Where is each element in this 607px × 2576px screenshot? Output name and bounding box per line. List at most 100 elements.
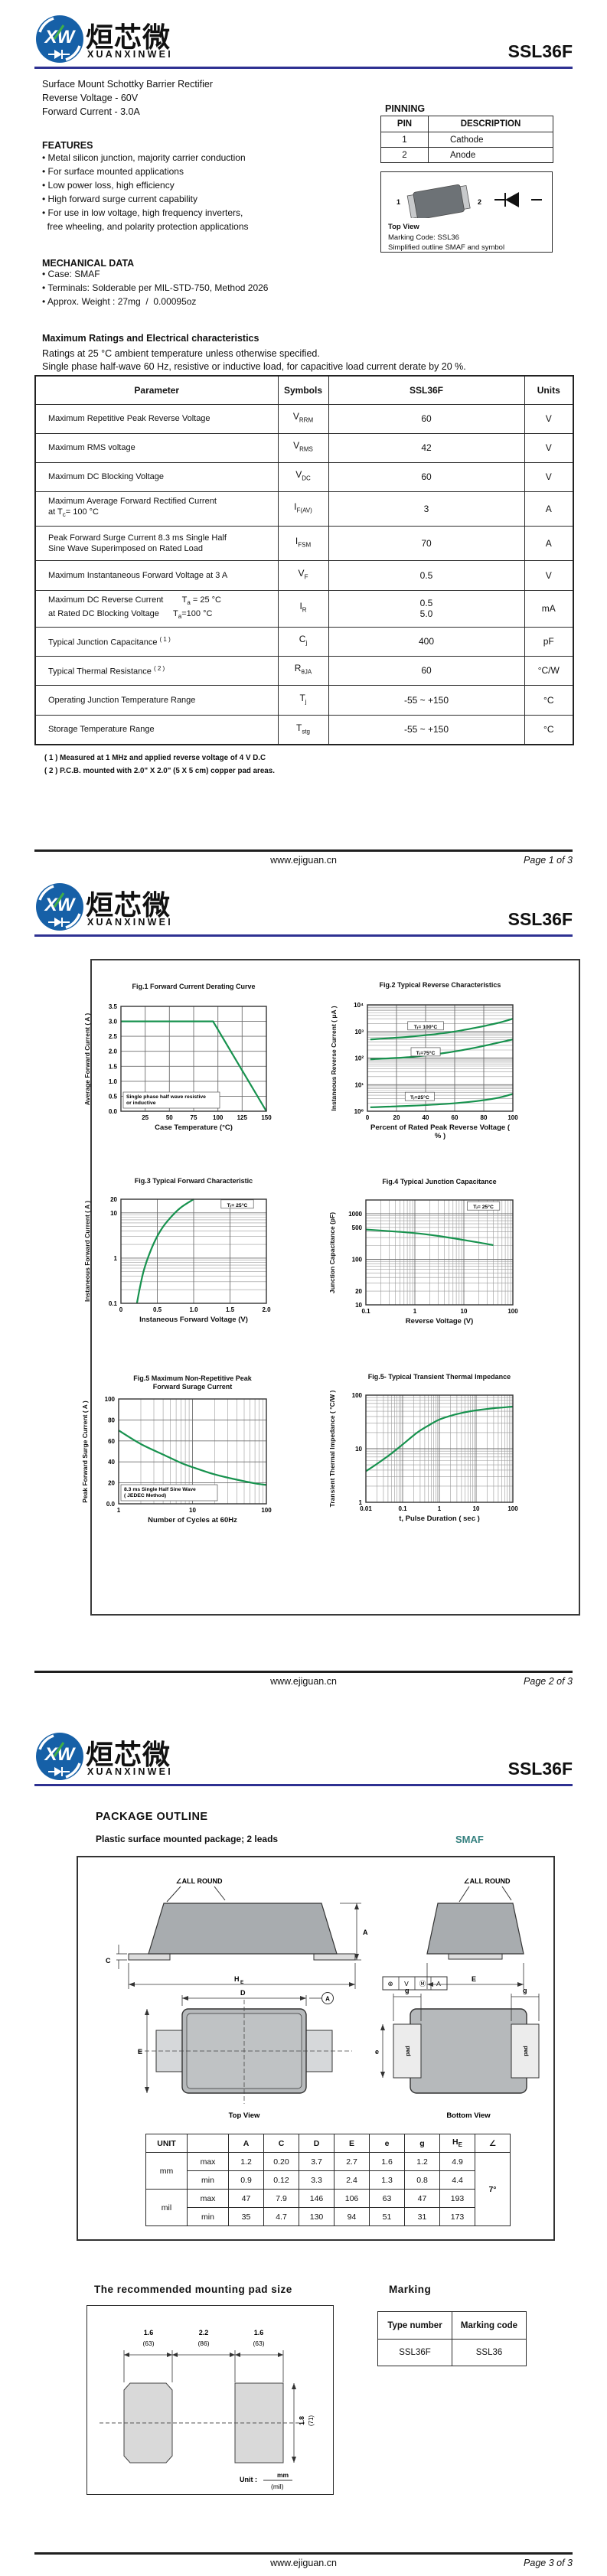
- page2-footer-site: www.ejiguan.cn: [270, 1676, 337, 1687]
- dim-c-label: C: [106, 1957, 111, 1965]
- value-cell: 400: [328, 626, 525, 657]
- svg-text:80: 80: [108, 1417, 115, 1423]
- footnote-2: ( 2 ) P.C.B. mounted with 2.0" X 2.0" (5…: [44, 767, 275, 775]
- pad-dim-left-mm: 1.6: [144, 2329, 154, 2336]
- parameter-cell: Maximum Instantaneous Forward Voltage at…: [34, 559, 279, 591]
- value-cell: 3: [328, 491, 525, 527]
- value-cell: -55 ~ +150: [328, 714, 525, 745]
- svg-text:1: 1: [114, 1255, 118, 1262]
- mechanical-data-list: • Case: SMAF • Terminals: Solderable per …: [42, 269, 268, 310]
- svg-text:10: 10: [355, 1446, 362, 1453]
- svg-text:20: 20: [108, 1480, 115, 1487]
- fig3-plot: 0 0.5 1.0 1.5 2.0 0.1 1 10 20 Tⱼ= 25°C: [109, 1196, 271, 1313]
- svg-text:( JEDEC Method): ( JEDEC Method): [124, 1493, 166, 1498]
- pad-dim-mid-mil: (86): [197, 2340, 209, 2347]
- value-cell: 60: [328, 461, 525, 492]
- parameter-cell: Storage Temperature Range: [34, 714, 279, 745]
- unit-cell: °C/W: [524, 655, 574, 686]
- header-rule: [34, 934, 573, 937]
- svg-text:Tⱼ=25°C: Tⱼ=25°C: [410, 1094, 429, 1101]
- svg-text:10: 10: [473, 1505, 480, 1512]
- svg-text:2.0: 2.0: [109, 1048, 118, 1055]
- unit-cell: V: [524, 461, 574, 492]
- svg-text:0.0: 0.0: [106, 1501, 116, 1508]
- ratings-row: Maximum DC Blocking Voltage VDC 60 V: [34, 461, 574, 492]
- pad-unit-den: (mil): [271, 2483, 284, 2490]
- pad-dim-right-mm: 1.6: [254, 2329, 264, 2336]
- ratings-row: Maximum Repetitive Peak Reverse Voltage V…: [34, 403, 574, 434]
- svg-text:20: 20: [393, 1114, 400, 1121]
- svg-text:75: 75: [191, 1114, 197, 1121]
- part-number: SSL36F: [507, 1759, 573, 1779]
- mechanical-data-title: MECHANICAL DATA: [42, 258, 135, 269]
- page1-footer-rule: [34, 849, 573, 852]
- package-name: SMAF: [455, 1834, 484, 1845]
- svg-text:60: 60: [452, 1114, 459, 1121]
- unit-cell: A: [524, 491, 574, 527]
- svg-text:0.01: 0.01: [360, 1505, 372, 1512]
- features-title: FEATURES: [42, 140, 93, 151]
- datum-cell-4: A: [436, 1980, 441, 1987]
- svg-text:100: 100: [352, 1392, 363, 1399]
- package-outline-title: PACKAGE OUTLINE: [96, 1811, 208, 1823]
- svg-text:10: 10: [110, 1210, 117, 1217]
- svg-text:2.0: 2.0: [262, 1306, 271, 1313]
- parameter-cell: Peak Forward Surge Current 8.3 ms Single…: [34, 525, 279, 561]
- svg-text:100: 100: [507, 1114, 518, 1121]
- fig4-y-axis-label: Junction Capacitance (pF): [328, 1211, 336, 1293]
- brand-name-cn: 烜芯微: [86, 22, 171, 54]
- svg-text:40: 40: [423, 1114, 429, 1121]
- svg-text:10: 10: [461, 1308, 468, 1315]
- header-rule: [34, 67, 573, 69]
- part-number: SSL36F: [507, 41, 573, 61]
- pad-label-right: pad: [522, 2046, 529, 2056]
- page1-footer-site: www.ejiguan.cn: [270, 855, 337, 866]
- top-view-caption: Top View: [229, 2111, 260, 2120]
- pad-dim-h-mm: 1.8: [298, 2416, 305, 2425]
- page2-footer-page: Page 2 of 3: [524, 1676, 573, 1687]
- symbol-cell: IR: [277, 589, 329, 628]
- fig3-x-axis-label: Instaneous Forward Voltage (V): [139, 1316, 248, 1324]
- dim-row: min 35 4.7 130 94 51 31 173: [146, 2207, 511, 2226]
- smaf-package-drawing: 1 2: [397, 184, 542, 220]
- svg-text:10¹: 10¹: [354, 1081, 364, 1088]
- unit-cell: °C: [524, 714, 574, 745]
- svg-text:0: 0: [119, 1306, 123, 1313]
- svg-text:10: 10: [355, 1302, 362, 1309]
- parameter-cell: Typical Junction Capacitance ( 1 ): [34, 626, 279, 657]
- value-cell: 42: [328, 432, 525, 463]
- datum-cell-3: Ⓜ: [419, 1980, 426, 1987]
- symbol-cell: IF(AV): [277, 491, 329, 527]
- fig3-title: Fig.3 Typical Forward Characteristic: [134, 1177, 253, 1185]
- fig1-y-axis-label: Average Forward Current ( A ): [83, 1012, 91, 1105]
- fig5-plot: 1 10 100 0.0 20 40 60 80 100 8.3 ms Single Half S…: [105, 1396, 272, 1514]
- page3-footer-page: Page 3 of 3: [524, 2558, 573, 2568]
- symbol-cell: Tj: [277, 684, 329, 716]
- pad-dim-h-mil: (71): [308, 2415, 315, 2427]
- package-caption-1: Top View: [388, 223, 419, 231]
- package-outline-subtitle: Plastic surface mounted package; 2 leads: [96, 1834, 279, 1844]
- dim-e-top-label: E: [138, 2048, 142, 2056]
- marking-code-header: Marking code: [452, 2311, 527, 2340]
- fig3-y-axis-label: Instaneous Forward Current ( A ): [83, 1200, 91, 1303]
- fig2-x-axis-label: Percent of Rated Peak Reverse Voltage ( …: [370, 1123, 510, 1140]
- all-round-label-2: ∠ALL ROUND: [464, 1877, 511, 1885]
- fig5-y-axis-label: Peak Forward Surge Current ( A ): [81, 1400, 89, 1503]
- svg-text:8.3 ms Single Half Sine Wave: 8.3 ms Single Half Sine Wave: [124, 1487, 196, 1492]
- bottom-view-caption: Bottom View: [446, 2111, 491, 2120]
- ratings-row: Maximum Instantaneous Forward Voltage at…: [34, 559, 574, 591]
- datum-a-circle-label: A: [325, 1996, 330, 2003]
- list-item: • Approx. Weight : 27mg / 0.00095oz: [42, 296, 197, 307]
- pinning-row: 1 Cathode: [380, 132, 553, 148]
- svg-text:0: 0: [366, 1114, 370, 1121]
- parameter-cell: Typical Thermal Resistance ( 2 ): [34, 655, 279, 686]
- pad-dim-right-mil: (63): [253, 2340, 264, 2347]
- pad-label-left: pad: [404, 2046, 411, 2056]
- type-number-value: SSL36F: [377, 2339, 452, 2366]
- dim-e-small-label: e: [375, 2048, 379, 2056]
- dim-a-label: A: [363, 1929, 368, 1936]
- page3-footer-rule: [34, 2552, 573, 2555]
- fig1-title: Fig.1 Forward Current Derating Curve: [132, 983, 256, 990]
- fig4-plot: 0.1 1 10 100 10 20 100 500 1000 Tⱼ= 25°C: [348, 1199, 518, 1315]
- col-symbols: Symbols: [277, 375, 329, 405]
